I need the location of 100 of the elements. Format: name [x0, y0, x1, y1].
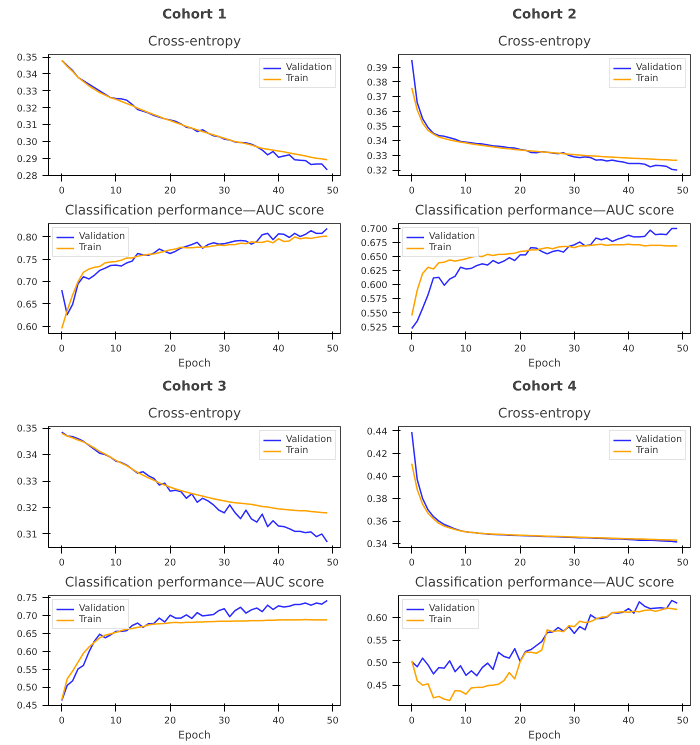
x-tick-label: 40 [272, 344, 284, 354]
x-tick-label: 0 [408, 344, 415, 354]
legend-label: Validation [286, 434, 332, 445]
x-tick-label: 20 [514, 186, 526, 196]
x-tick-label: 40 [622, 558, 634, 568]
y-tick-label: 0.35 [16, 424, 38, 435]
legend-label: Train [429, 614, 452, 625]
y-tick-label: 0.36 [366, 516, 388, 528]
chart-title: Cohort 1 [162, 8, 227, 22]
legend-label: Validation [286, 62, 332, 73]
x-axis-title: Epoch [178, 356, 211, 370]
y-tick-label: 0.65 [16, 628, 38, 640]
x-tick-label: 10 [460, 716, 472, 726]
chart-subtitle: Cross-entropy [148, 406, 242, 422]
x-tick-label: 0 [408, 186, 415, 196]
y-tick-label: 0.31 [16, 120, 38, 132]
x-tick-label: 10 [110, 344, 122, 354]
chart-title: Classification performance—AUC score [64, 204, 324, 218]
x-tick-label: 0 [408, 716, 415, 726]
x-tick-label: 10 [460, 344, 472, 354]
x-tick-label: 20 [514, 558, 526, 568]
y-tick-label: 0.575 [360, 294, 388, 306]
chart-title: Classification performance—AUC score [414, 576, 674, 590]
y-tick-label: 0.31 [16, 529, 38, 540]
y-tick-label: 0.33 [16, 86, 38, 98]
x-tick-label: 10 [460, 558, 472, 568]
y-tick-label: 0.29 [16, 154, 38, 166]
chart-title: Classification performance—AUC score [414, 204, 674, 218]
y-tick-label: 0.32 [366, 166, 388, 177]
x-axis-title: Epoch [178, 728, 211, 742]
x-tick-label: 0 [58, 558, 65, 568]
y-tick-label: 0.625 [360, 266, 388, 278]
chart-title: Cohort 2 [512, 8, 577, 22]
chart-subtitle: Cross-entropy [498, 34, 592, 50]
y-tick-label: 0.70 [16, 611, 38, 622]
y-tick-label: 0.34 [366, 136, 388, 148]
y-tick-label: 0.60 [16, 646, 38, 658]
x-tick-label: 40 [622, 716, 634, 726]
y-tick-label: 0.44 [366, 426, 388, 438]
x-tick-label: 20 [164, 716, 176, 726]
y-tick-label: 0.39 [366, 62, 388, 74]
y-tick-label: 0.700 [360, 224, 388, 235]
y-tick-label: 0.37 [366, 92, 388, 104]
y-tick-label: 0.28 [16, 171, 38, 182]
y-tick-label: 0.34 [16, 450, 38, 462]
y-tick-label: 0.55 [366, 636, 388, 647]
y-tick-label: 0.35 [366, 122, 388, 133]
x-tick-label: 20 [164, 344, 176, 354]
legend-label: Train [79, 242, 102, 253]
y-tick-label: 0.40 [366, 472, 388, 483]
chart-title: Cohort 3 [162, 380, 227, 394]
x-tick-label: 10 [110, 558, 122, 568]
x-tick-label: 50 [326, 558, 339, 568]
x-axis-title: Epoch [528, 356, 561, 370]
y-tick-label: 0.650 [360, 252, 388, 264]
x-tick-label: 30 [218, 716, 230, 726]
x-tick-label: 20 [514, 344, 526, 354]
x-tick-label: 20 [164, 558, 176, 568]
y-tick-label: 0.45 [366, 680, 388, 692]
y-tick-label: 0.33 [366, 150, 388, 162]
y-tick-label: 0.42 [366, 448, 388, 460]
x-tick-label: 30 [218, 344, 230, 354]
x-axis-title: Epoch [528, 728, 561, 742]
chart-subtitle: Cross-entropy [148, 34, 242, 50]
x-tick-label: 10 [460, 186, 472, 196]
y-tick-label: 0.32 [16, 103, 38, 114]
x-tick-label: 30 [568, 344, 580, 354]
x-tick-label: 40 [272, 716, 284, 726]
x-tick-label: 30 [568, 558, 580, 568]
y-tick-label: 0.50 [16, 682, 38, 694]
legend-label: Train [286, 445, 308, 456]
y-tick-label: 0.36 [366, 106, 388, 118]
legend-label: Validation [79, 231, 126, 242]
y-tick-label: 0.600 [360, 280, 388, 292]
y-tick-label: 0.55 [16, 664, 38, 676]
x-tick-label: 30 [568, 186, 580, 196]
y-tick-label: 0.34 [366, 539, 388, 550]
y-tick-label: 0.50 [366, 658, 388, 670]
y-tick-label: 0.75 [16, 593, 38, 604]
chart-title: Cohort 4 [512, 380, 577, 394]
x-tick-label: 0 [408, 558, 415, 568]
y-tick-label: 0.525 [360, 322, 388, 334]
x-tick-label: 50 [676, 716, 689, 726]
x-tick-label: 40 [622, 186, 634, 196]
y-tick-label: 0.45 [16, 700, 38, 712]
y-tick-label: 0.75 [16, 254, 38, 266]
legend-label: Train [286, 73, 308, 84]
legend-label: Validation [429, 231, 476, 242]
y-tick-label: 0.32 [16, 503, 38, 514]
x-tick-label: 50 [676, 344, 689, 354]
x-tick-label: 50 [326, 186, 339, 196]
y-tick-label: 0.80 [16, 232, 38, 244]
x-tick-label: 40 [272, 558, 284, 568]
x-tick-label: 50 [676, 186, 689, 196]
legend-label: Validation [636, 62, 682, 73]
chart-title: Classification performance—AUC score [64, 576, 324, 590]
y-tick-label: 0.38 [366, 77, 388, 88]
x-tick-label: 50 [676, 558, 689, 568]
legend-label: Train [636, 445, 658, 456]
x-tick-label: 0 [58, 186, 65, 196]
